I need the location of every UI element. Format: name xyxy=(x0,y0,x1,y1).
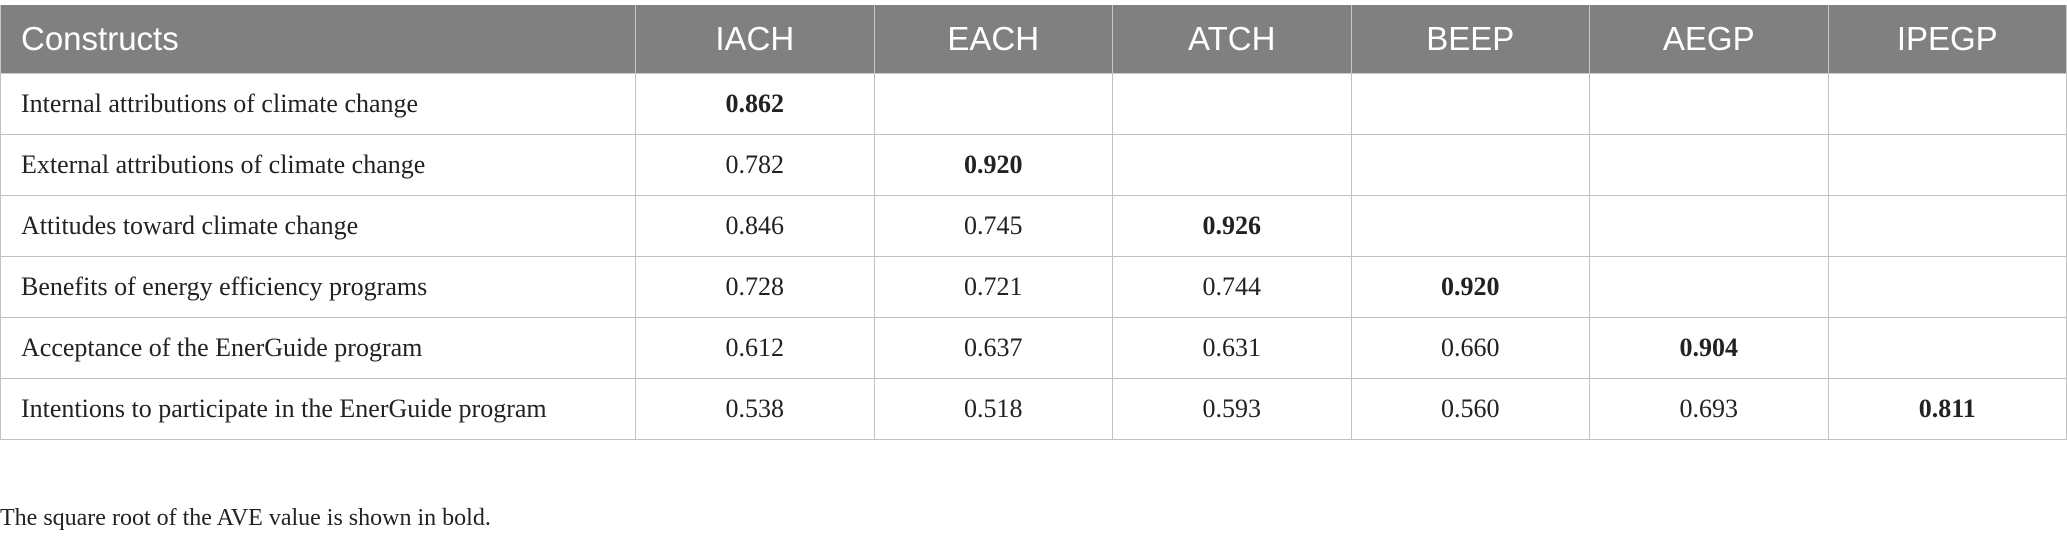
correlation-table: Constructs IACH EACH ATCH BEEP AEGP IPEGP Inte… xyxy=(0,5,2067,440)
cell: 0.926 xyxy=(1112,195,1352,257)
footnote: The square root of the AVE value is show… xyxy=(0,505,491,531)
cell: 0.904 xyxy=(1589,317,1829,379)
empty-cell xyxy=(1589,256,1829,318)
cell: 0.782 xyxy=(635,134,875,196)
row-label: Attitudes toward climate change xyxy=(0,195,636,257)
empty-cell xyxy=(1112,134,1352,196)
cell: 0.745 xyxy=(873,195,1113,257)
empty-cell xyxy=(1827,317,2067,379)
column-header: IPEGP xyxy=(1827,5,2067,74)
column-header: Constructs xyxy=(0,5,636,74)
cell: 0.920 xyxy=(873,134,1113,196)
empty-cell xyxy=(1350,73,1590,135)
column-header: IACH xyxy=(635,5,875,74)
empty-cell xyxy=(873,73,1113,135)
column-header: ATCH xyxy=(1112,5,1352,74)
column-header: EACH xyxy=(873,5,1113,74)
row-label: Acceptance of the EnerGuide program xyxy=(0,317,636,379)
empty-cell xyxy=(1589,134,1829,196)
empty-cell xyxy=(1589,195,1829,257)
table-body: Internal attributions of climate change 0… xyxy=(0,73,2067,440)
empty-cell xyxy=(1112,73,1352,135)
header-row: Constructs IACH EACH ATCH BEEP AEGP IPEGP xyxy=(0,5,2067,74)
empty-cell xyxy=(1827,195,2067,257)
row-label: Intentions to participate in the EnerGui… xyxy=(0,378,636,440)
table-row: Intentions to participate in the EnerGui… xyxy=(0,378,2067,440)
row-label: External attributions of climate change xyxy=(0,134,636,196)
column-header: BEEP xyxy=(1350,5,1590,74)
cell: 0.518 xyxy=(873,378,1113,440)
empty-cell xyxy=(1350,134,1590,196)
cell: 0.728 xyxy=(635,256,875,318)
cell: 0.660 xyxy=(1350,317,1590,379)
table-row: External attributions of climate change 0… xyxy=(0,134,2067,196)
cell: 0.811 xyxy=(1827,378,2067,440)
empty-cell xyxy=(1827,134,2067,196)
cell: 0.693 xyxy=(1589,378,1829,440)
column-header: AEGP xyxy=(1589,5,1829,74)
table-row: Acceptance of the EnerGuide program 0.612… xyxy=(0,317,2067,379)
cell: 0.862 xyxy=(635,73,875,135)
cell: 0.612 xyxy=(635,317,875,379)
empty-cell xyxy=(1827,256,2067,318)
cell: 0.637 xyxy=(873,317,1113,379)
cell: 0.920 xyxy=(1350,256,1590,318)
cell: 0.538 xyxy=(635,378,875,440)
table-row: Benefits of energy efficiency programs 0.… xyxy=(0,256,2067,318)
row-label: Benefits of energy efficiency programs xyxy=(0,256,636,318)
row-label: Internal attributions of climate change xyxy=(0,73,636,135)
cell: 0.560 xyxy=(1350,378,1590,440)
empty-cell xyxy=(1589,73,1829,135)
cell: 0.631 xyxy=(1112,317,1352,379)
table-row: Internal attributions of climate change 0… xyxy=(0,73,2067,135)
empty-cell xyxy=(1827,73,2067,135)
cell: 0.846 xyxy=(635,195,875,257)
cell: 0.721 xyxy=(873,256,1113,318)
cell: 0.744 xyxy=(1112,256,1352,318)
table-row: Attitudes toward climate change 0.846 0.74… xyxy=(0,195,2067,257)
cell: 0.593 xyxy=(1112,378,1352,440)
empty-cell xyxy=(1350,195,1590,257)
